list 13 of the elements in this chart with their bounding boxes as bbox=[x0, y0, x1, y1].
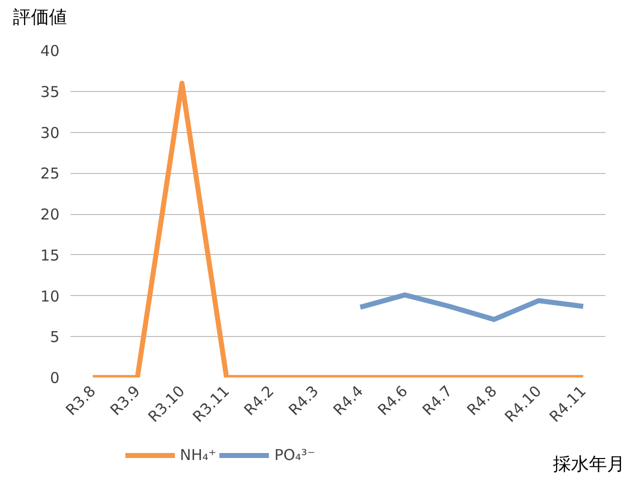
legend-label: NH₄⁺ bbox=[180, 446, 216, 464]
y-tick-label: 5 bbox=[50, 328, 60, 346]
y-tick-label: 0 bbox=[50, 369, 60, 387]
y-tick-label: 25 bbox=[40, 164, 60, 183]
y-tick-label: 35 bbox=[40, 82, 60, 101]
y-tick-label: 15 bbox=[40, 246, 60, 264]
legend-label: PO₄³⁻ bbox=[274, 446, 316, 464]
y-tick-label: 30 bbox=[40, 124, 60, 142]
y-tick-label: 20 bbox=[40, 206, 60, 224]
y-tick-label: 10 bbox=[40, 287, 60, 306]
y-tick-label: 40 bbox=[40, 42, 60, 60]
y-axis-title: 評価値 bbox=[13, 6, 67, 30]
x-axis-title: 採水年月 bbox=[553, 453, 625, 477]
